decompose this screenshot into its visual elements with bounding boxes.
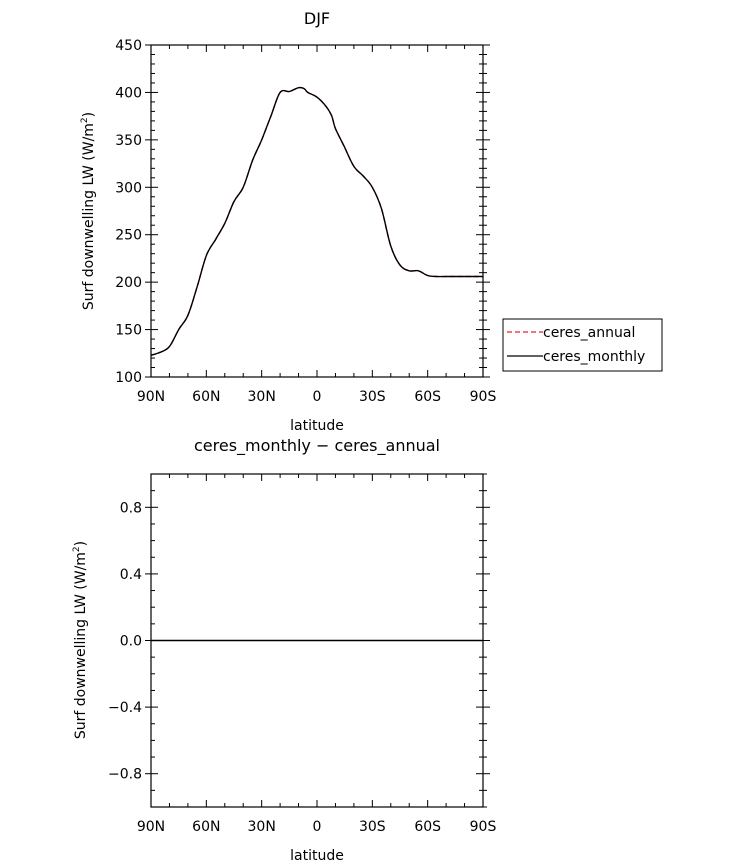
y-tick-label: 100 [115, 370, 142, 386]
series-line-ceres-annual [150, 86, 483, 356]
y-tick-label: 0.8 [120, 500, 142, 516]
y-axis-label-text: Surf downwelling LW (W/m [81, 123, 97, 310]
y-tick-label: 400 [115, 85, 142, 101]
y-axis-label-text: Surf downwelling LW (W/m [73, 552, 89, 739]
y-tick-label: 0.0 [120, 634, 142, 650]
y-tick-label: −0.4 [108, 700, 142, 716]
legend: ceres_annual ceres_monthly [502, 318, 663, 372]
y-tick-label: 250 [115, 228, 142, 244]
x-tick-label: 0 [313, 389, 322, 405]
x-tick-label: 90S [470, 819, 497, 835]
y-tick-label: 300 [115, 180, 142, 196]
x-tick-label: 30N [248, 389, 276, 405]
x-tick-label: 60S [414, 389, 441, 405]
y-tick-label: 450 [115, 38, 142, 54]
x-tick-label: 90N [137, 389, 165, 405]
x-axis-label: latitude [290, 848, 344, 864]
panel-top: DJF 90N 60N 30N 0 30S 60S 90S 100 150 200 250 300 35… [80, 9, 663, 434]
y-axis-label-close: ) [73, 541, 89, 546]
x-tick-label: 60S [414, 819, 441, 835]
chart-title: DJF [304, 9, 330, 28]
y-tick-label: 200 [115, 275, 142, 291]
x-tick-label: 60N [192, 819, 220, 835]
y-axis-label: Surf downwelling LW (W/m2) [72, 541, 89, 739]
series-line-ceres-monthly [150, 86, 483, 356]
panel-bottom: ceres_monthly − ceres_annual 90N 60N 30N 0 3… [72, 436, 496, 864]
series-lines [150, 86, 483, 356]
x-axis-label: latitude [290, 418, 344, 434]
y-tick-label: 350 [115, 133, 142, 149]
legend-label-ceres-annual: ceres_annual [543, 325, 635, 341]
y-tick-label: 150 [115, 323, 142, 339]
y-axis-label-sup: 2 [72, 546, 82, 552]
axis-ticks: 90N 60N 30N 0 30S 60S 90S 100 150 200 250 300 350 400… [115, 38, 496, 405]
x-tick-label: 90N [137, 819, 165, 835]
legend-box [502, 318, 663, 372]
x-tick-label: 30S [359, 819, 386, 835]
axis-ticks: 90N 60N 30N 0 30S 60S 90S −0.8 −0.4 0.0 0.4 0.8 [108, 473, 497, 835]
y-tick-label: 0.4 [120, 567, 142, 583]
x-tick-label: 30S [359, 389, 386, 405]
x-tick-label: 0 [313, 819, 322, 835]
x-tick-label: 60N [192, 389, 220, 405]
legend-label-ceres-monthly: ceres_monthly [543, 349, 645, 365]
chart-title: ceres_monthly − ceres_annual [194, 436, 440, 456]
y-axis-label-close: ) [81, 112, 97, 117]
x-tick-label: 90S [470, 389, 497, 405]
plot-frame [150, 44, 484, 378]
y-axis-label-sup: 2 [80, 117, 90, 123]
y-tick-label: −0.8 [108, 767, 142, 783]
x-tick-label: 30N [248, 819, 276, 835]
y-axis-label: Surf downwelling LW (W/m2) [80, 112, 97, 310]
